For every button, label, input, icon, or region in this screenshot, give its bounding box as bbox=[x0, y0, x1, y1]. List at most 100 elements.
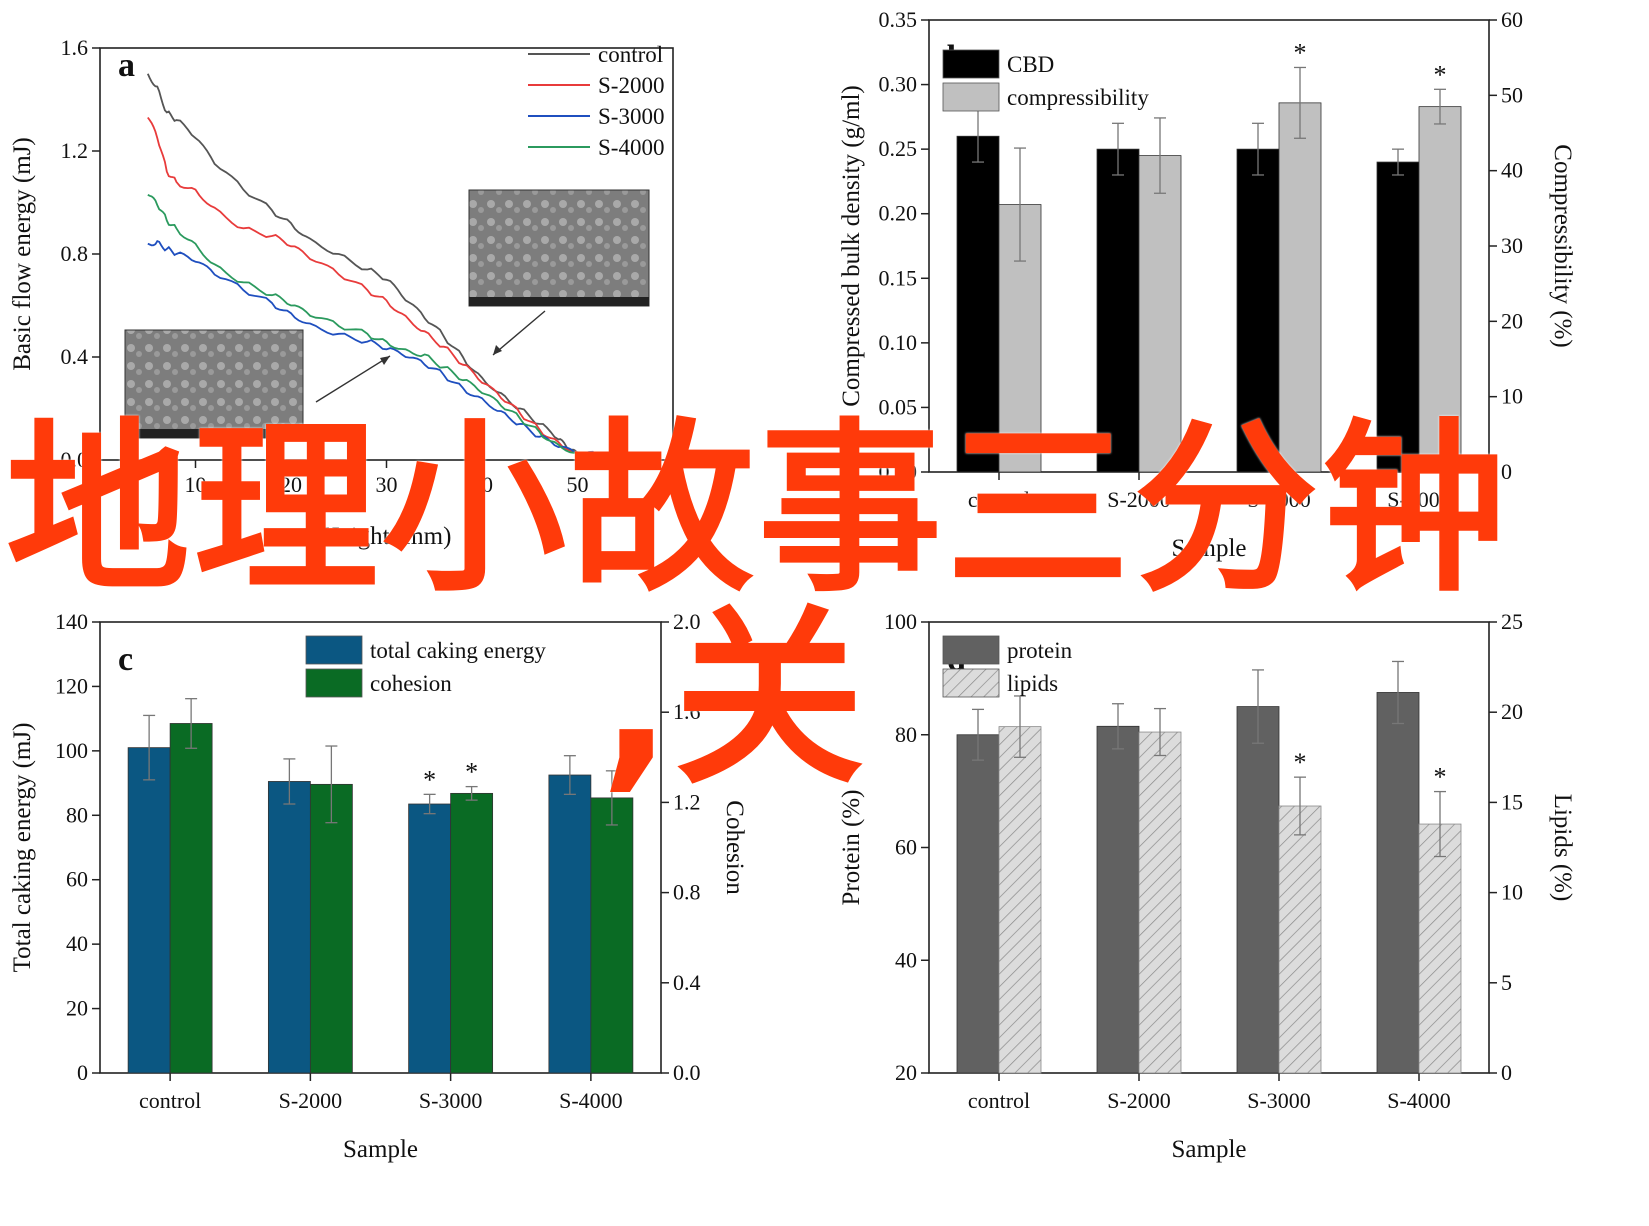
x-axis-title: Sample bbox=[343, 1136, 418, 1163]
y-tick-label: 0.0 bbox=[61, 447, 89, 472]
y-tick-label: 60 bbox=[66, 867, 88, 892]
x-tick-label: S-2000 bbox=[279, 1088, 343, 1113]
y-tick-label: 100 bbox=[55, 738, 88, 763]
y-tick-label: 0 bbox=[77, 1060, 88, 1085]
legend-label: S-4000 bbox=[598, 135, 664, 160]
bar-protein bbox=[1376, 692, 1420, 1074]
y2-tick-label: 25 bbox=[1501, 609, 1523, 634]
series-line-s-4000 bbox=[147, 194, 617, 459]
x-tick-label: 50 bbox=[567, 472, 589, 497]
y-tick-label: 0.35 bbox=[879, 7, 918, 32]
x-axis-title: Height (mm) bbox=[322, 523, 452, 550]
y-tick-label: 40 bbox=[66, 931, 88, 956]
bar-cohesion bbox=[590, 797, 634, 1074]
panel-c-bar-chart: 0 20 40 60 80 100 120 140 0.0 0.4 0.8 1.2 1.6 2.0 Samp… bbox=[9, 609, 748, 1163]
y2-tick-label: 0.0 bbox=[673, 1060, 701, 1085]
bar-cohesion bbox=[450, 792, 494, 1074]
x-tick-label: 30 bbox=[376, 472, 398, 497]
bar-compressibility bbox=[1278, 102, 1322, 473]
x-tick-label: S-4000 bbox=[1387, 1088, 1451, 1113]
y-tick-label: 120 bbox=[55, 673, 88, 698]
bar-lipids bbox=[1138, 731, 1182, 1074]
bar-cohesion bbox=[309, 783, 353, 1074]
significance-star: * bbox=[1434, 60, 1447, 89]
x-tick-label: 0 bbox=[95, 472, 106, 497]
y2-tick-label: 50 bbox=[1501, 82, 1523, 107]
x-tick-label: 60 bbox=[662, 472, 684, 497]
bar-total-caking-energy bbox=[127, 747, 171, 1074]
y-tick-label: 0.8 bbox=[61, 241, 89, 266]
sem-image-right bbox=[468, 189, 650, 307]
series-line-s-2000 bbox=[147, 116, 617, 459]
y-tick-label: 0.30 bbox=[879, 72, 918, 97]
bar-lipids bbox=[1418, 823, 1462, 1074]
legend-label: compressibility bbox=[1007, 85, 1149, 110]
y-axis-title: Total caking energy (mJ) bbox=[9, 723, 36, 973]
y-tick-label: 80 bbox=[66, 802, 88, 827]
legend-label: control bbox=[598, 42, 663, 67]
legend-swatch bbox=[942, 635, 1000, 665]
legend-swatch bbox=[942, 668, 1000, 698]
x-tick-label: S-4000 bbox=[1387, 487, 1451, 512]
legend-label: total caking energy bbox=[370, 638, 546, 663]
y2-tick-label: 40 bbox=[1501, 158, 1523, 183]
bar-total-caking-energy bbox=[408, 803, 452, 1074]
y2-tick-label: 0 bbox=[1501, 1060, 1512, 1085]
bar-protein bbox=[1096, 725, 1140, 1074]
x-tick-label: 10 bbox=[185, 472, 207, 497]
bar-cbd bbox=[956, 135, 1000, 473]
significance-star: * bbox=[1434, 763, 1447, 792]
legend-swatch bbox=[305, 668, 363, 698]
legend-label: S-2000 bbox=[598, 73, 664, 98]
bar-cohesion bbox=[169, 723, 213, 1074]
inset-arrowhead-left bbox=[380, 356, 390, 365]
x-tick-label: control bbox=[139, 1088, 201, 1113]
y2-tick-label: 15 bbox=[1501, 789, 1523, 814]
y2-tick-label: 10 bbox=[1501, 384, 1523, 409]
bar-lipids bbox=[998, 726, 1042, 1074]
panel-d-bar-chart: 20 40 60 80 100 0 5 10 15 20 25 Sample Protein (%) Li… bbox=[838, 609, 1576, 1163]
bar-cbd bbox=[1096, 148, 1140, 473]
legend-swatch bbox=[305, 635, 363, 665]
x-tick-label: 40 bbox=[471, 472, 493, 497]
x-tick-label: control bbox=[968, 487, 1030, 512]
y-axis-title: Basic flow energy (mJ) bbox=[9, 137, 36, 371]
inset-arrow-left bbox=[315, 355, 391, 403]
y2-tick-label: 5 bbox=[1501, 970, 1512, 995]
x-tick-label: S-3000 bbox=[1247, 487, 1311, 512]
x-tick-label: S-3000 bbox=[419, 1088, 483, 1113]
x-tick-label: S-2000 bbox=[1107, 487, 1171, 512]
y2-tick-label: 1.2 bbox=[673, 789, 701, 814]
x-axis-title: Sample bbox=[1172, 1136, 1247, 1163]
x-tick-label: control bbox=[968, 1088, 1030, 1113]
inset-arrowhead-right bbox=[493, 345, 502, 355]
significance-star: * bbox=[1294, 748, 1307, 777]
panel-label: a bbox=[118, 47, 135, 84]
y2-tick-label: 0.8 bbox=[673, 880, 701, 905]
panel-a-line-chart: 0 10 20 30 40 50 60 0.0 0.4 0.8 1.2 1.6 Height (mm) B… bbox=[9, 35, 684, 550]
legend-label: protein bbox=[1007, 638, 1073, 663]
x-tick-label: S-4000 bbox=[559, 1088, 623, 1113]
y-tick-label: 1.2 bbox=[61, 138, 89, 163]
y2-tick-label: 20 bbox=[1501, 308, 1523, 333]
y-tick-label: 0.4 bbox=[61, 344, 89, 369]
sem-image-left bbox=[124, 329, 304, 439]
significance-star: * bbox=[1294, 38, 1307, 67]
bar-cbd bbox=[1236, 148, 1280, 473]
legend-label: lipids bbox=[1007, 671, 1058, 696]
inset-arrow-right bbox=[492, 310, 546, 356]
y-tick-label: 40 bbox=[895, 947, 917, 972]
panel-label: c bbox=[118, 641, 133, 678]
y2-axis-title: Compressibility (%) bbox=[1549, 144, 1576, 347]
y-tick-label: 0.10 bbox=[879, 330, 918, 355]
bar-compressibility bbox=[1418, 106, 1462, 473]
x-tick-label: 20 bbox=[280, 472, 302, 497]
legend-label: S-3000 bbox=[598, 104, 664, 129]
x-axis-title: Sample bbox=[1172, 535, 1247, 562]
y-tick-label: 0.25 bbox=[879, 136, 918, 161]
series-line-control bbox=[146, 73, 616, 459]
y2-tick-label: 30 bbox=[1501, 233, 1523, 258]
y-tick-label: 1.6 bbox=[61, 35, 89, 60]
series-line-s-3000 bbox=[147, 240, 617, 458]
